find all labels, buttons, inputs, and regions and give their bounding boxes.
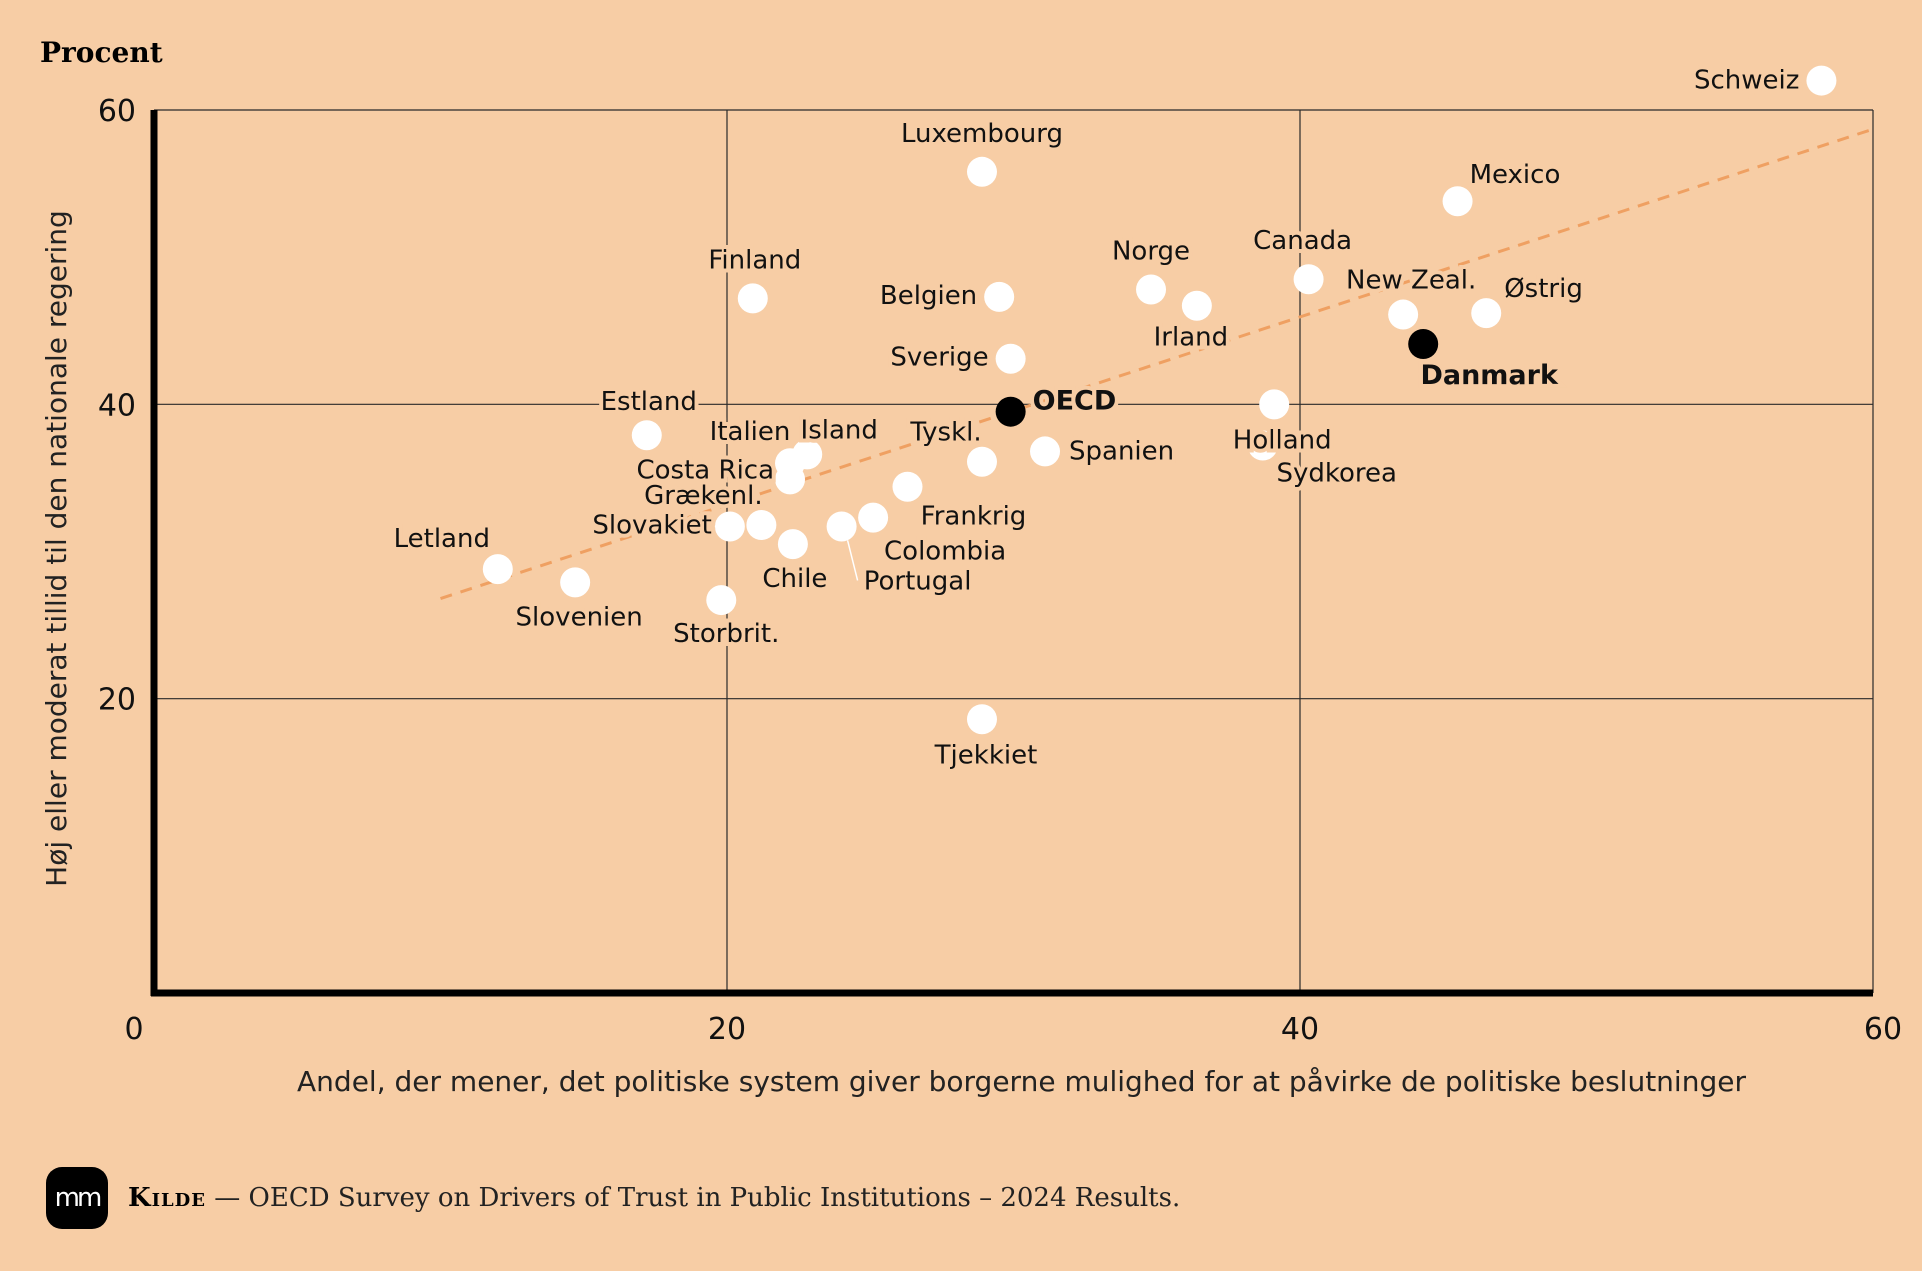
point-label-chile: Chile xyxy=(762,564,827,594)
point-label-norge: Norge xyxy=(1112,237,1190,267)
data-point-mexico xyxy=(1442,186,1473,217)
x-tick-label-0: 0 xyxy=(124,1012,143,1047)
source-text: — OECD Survey on Drivers of Trust in Pub… xyxy=(214,1183,1181,1213)
data-point-new-zeal xyxy=(1388,299,1419,330)
point-label-schweiz: Schweiz xyxy=(1694,66,1799,96)
point-label-luxembourg: Luxembourg xyxy=(901,119,1063,149)
data-point-norge xyxy=(1136,274,1167,305)
point-label-sydkorea: Sydkorea xyxy=(1277,459,1397,489)
label-connectors xyxy=(846,540,859,581)
axes xyxy=(150,110,1873,997)
x-tick-label-40: 40 xyxy=(1281,1012,1319,1047)
point-label-colombia: Colombia xyxy=(884,537,1006,567)
x-tick-label-20: 20 xyxy=(708,1012,746,1047)
data-point-holland xyxy=(1259,389,1290,420)
data-points xyxy=(482,65,1837,735)
data-point-estland xyxy=(631,420,662,451)
data-point-østrig xyxy=(1471,298,1502,329)
point-label-danmark: Danmark xyxy=(1420,360,1559,391)
point-label-estland: Estland xyxy=(601,387,697,417)
data-point-finland xyxy=(737,283,768,314)
x-tick-label-60: 60 xyxy=(1864,1012,1902,1047)
point-label-irland: Irland xyxy=(1154,323,1229,353)
data-point-sydkorea xyxy=(1247,430,1278,461)
point-label-slovakiet: Slovakiet xyxy=(592,510,711,540)
x-axis-label: Andel, der mener, det politiske system g… xyxy=(297,1065,1746,1098)
data-point-luxembourg xyxy=(966,156,997,187)
data-point-costa-rica xyxy=(775,464,806,495)
point-label-finland: Finland xyxy=(708,245,801,275)
data-point-irland xyxy=(1181,290,1212,321)
data-point-schweiz xyxy=(1806,65,1837,96)
point-label-storbrit: Storbrit. xyxy=(673,619,779,649)
data-point-letland xyxy=(482,554,513,585)
point-label-tyskl: Tyskl. xyxy=(909,418,981,448)
point-label-costa-rica: Costa Rica xyxy=(637,455,775,485)
brand-logo: mm xyxy=(46,1167,108,1229)
point-label-italien: Italien xyxy=(710,417,791,447)
point-label-holland: Holland xyxy=(1233,425,1332,455)
data-point-slovakiet xyxy=(714,511,745,542)
point-label-grækenl: Grækenl. xyxy=(644,481,762,511)
data-point-slovenien xyxy=(560,567,591,598)
source-label: Kilde xyxy=(128,1183,207,1213)
point-label-portugal: Portugal xyxy=(864,566,972,596)
y-axis-label: Høj eller moderat tillid til den nationa… xyxy=(40,210,73,887)
data-point-chile xyxy=(777,529,808,560)
data-point-belgien xyxy=(984,281,1015,312)
y-tick-label-40: 40 xyxy=(98,388,136,423)
point-label-tjekkiet: Tjekkiet xyxy=(934,740,1038,770)
data-point-portugal xyxy=(826,511,857,542)
unit-label: Procent xyxy=(40,36,163,69)
y-tick-label-60: 60 xyxy=(98,94,136,129)
data-point-tjekkiet xyxy=(966,704,997,735)
data-point-canada xyxy=(1293,264,1324,295)
footer: mm Kilde — OECD Survey on Drivers of Tru… xyxy=(46,1167,1180,1229)
point-label-oecd: OECD xyxy=(1033,386,1117,417)
point-label-slovenien: Slovenien xyxy=(516,602,643,632)
data-point-frankrig xyxy=(892,471,923,502)
data-point-sverige xyxy=(995,343,1026,374)
tick-labels: 0 20 40 60 20 40 60 xyxy=(98,94,1902,1047)
grid-lines xyxy=(154,109,1874,993)
data-point-grækenl xyxy=(746,510,777,541)
point-label-letland: Letland xyxy=(394,524,490,554)
point-labels: Schweiz Mexico Luxembourg Finland Belgien Nor… xyxy=(390,62,1804,775)
point-label-island: Island xyxy=(801,415,878,445)
point-label-new-zeal: New Zeal. xyxy=(1346,266,1476,296)
y-tick-label-20: 20 xyxy=(98,683,136,718)
data-point-spanien xyxy=(1030,436,1061,467)
data-point-oecd xyxy=(995,396,1026,427)
point-label-spanien: Spanien xyxy=(1069,436,1174,466)
source-note: Kilde — OECD Survey on Drivers of Trust … xyxy=(128,1183,1180,1213)
data-point-storbrit xyxy=(706,585,737,616)
point-label-mexico: Mexico xyxy=(1470,160,1561,190)
point-label-frankrig: Frankrig xyxy=(921,502,1027,532)
data-point-tyskl xyxy=(966,446,997,477)
data-point-danmark xyxy=(1408,328,1439,359)
point-label-belgien: Belgien xyxy=(880,281,977,311)
point-label-sverige: Sverige xyxy=(890,343,988,373)
portugal-connector xyxy=(846,540,859,581)
point-label-canada: Canada xyxy=(1253,226,1352,256)
data-point-colombia xyxy=(858,502,889,533)
point-label-østrig: Østrig xyxy=(1504,274,1583,304)
